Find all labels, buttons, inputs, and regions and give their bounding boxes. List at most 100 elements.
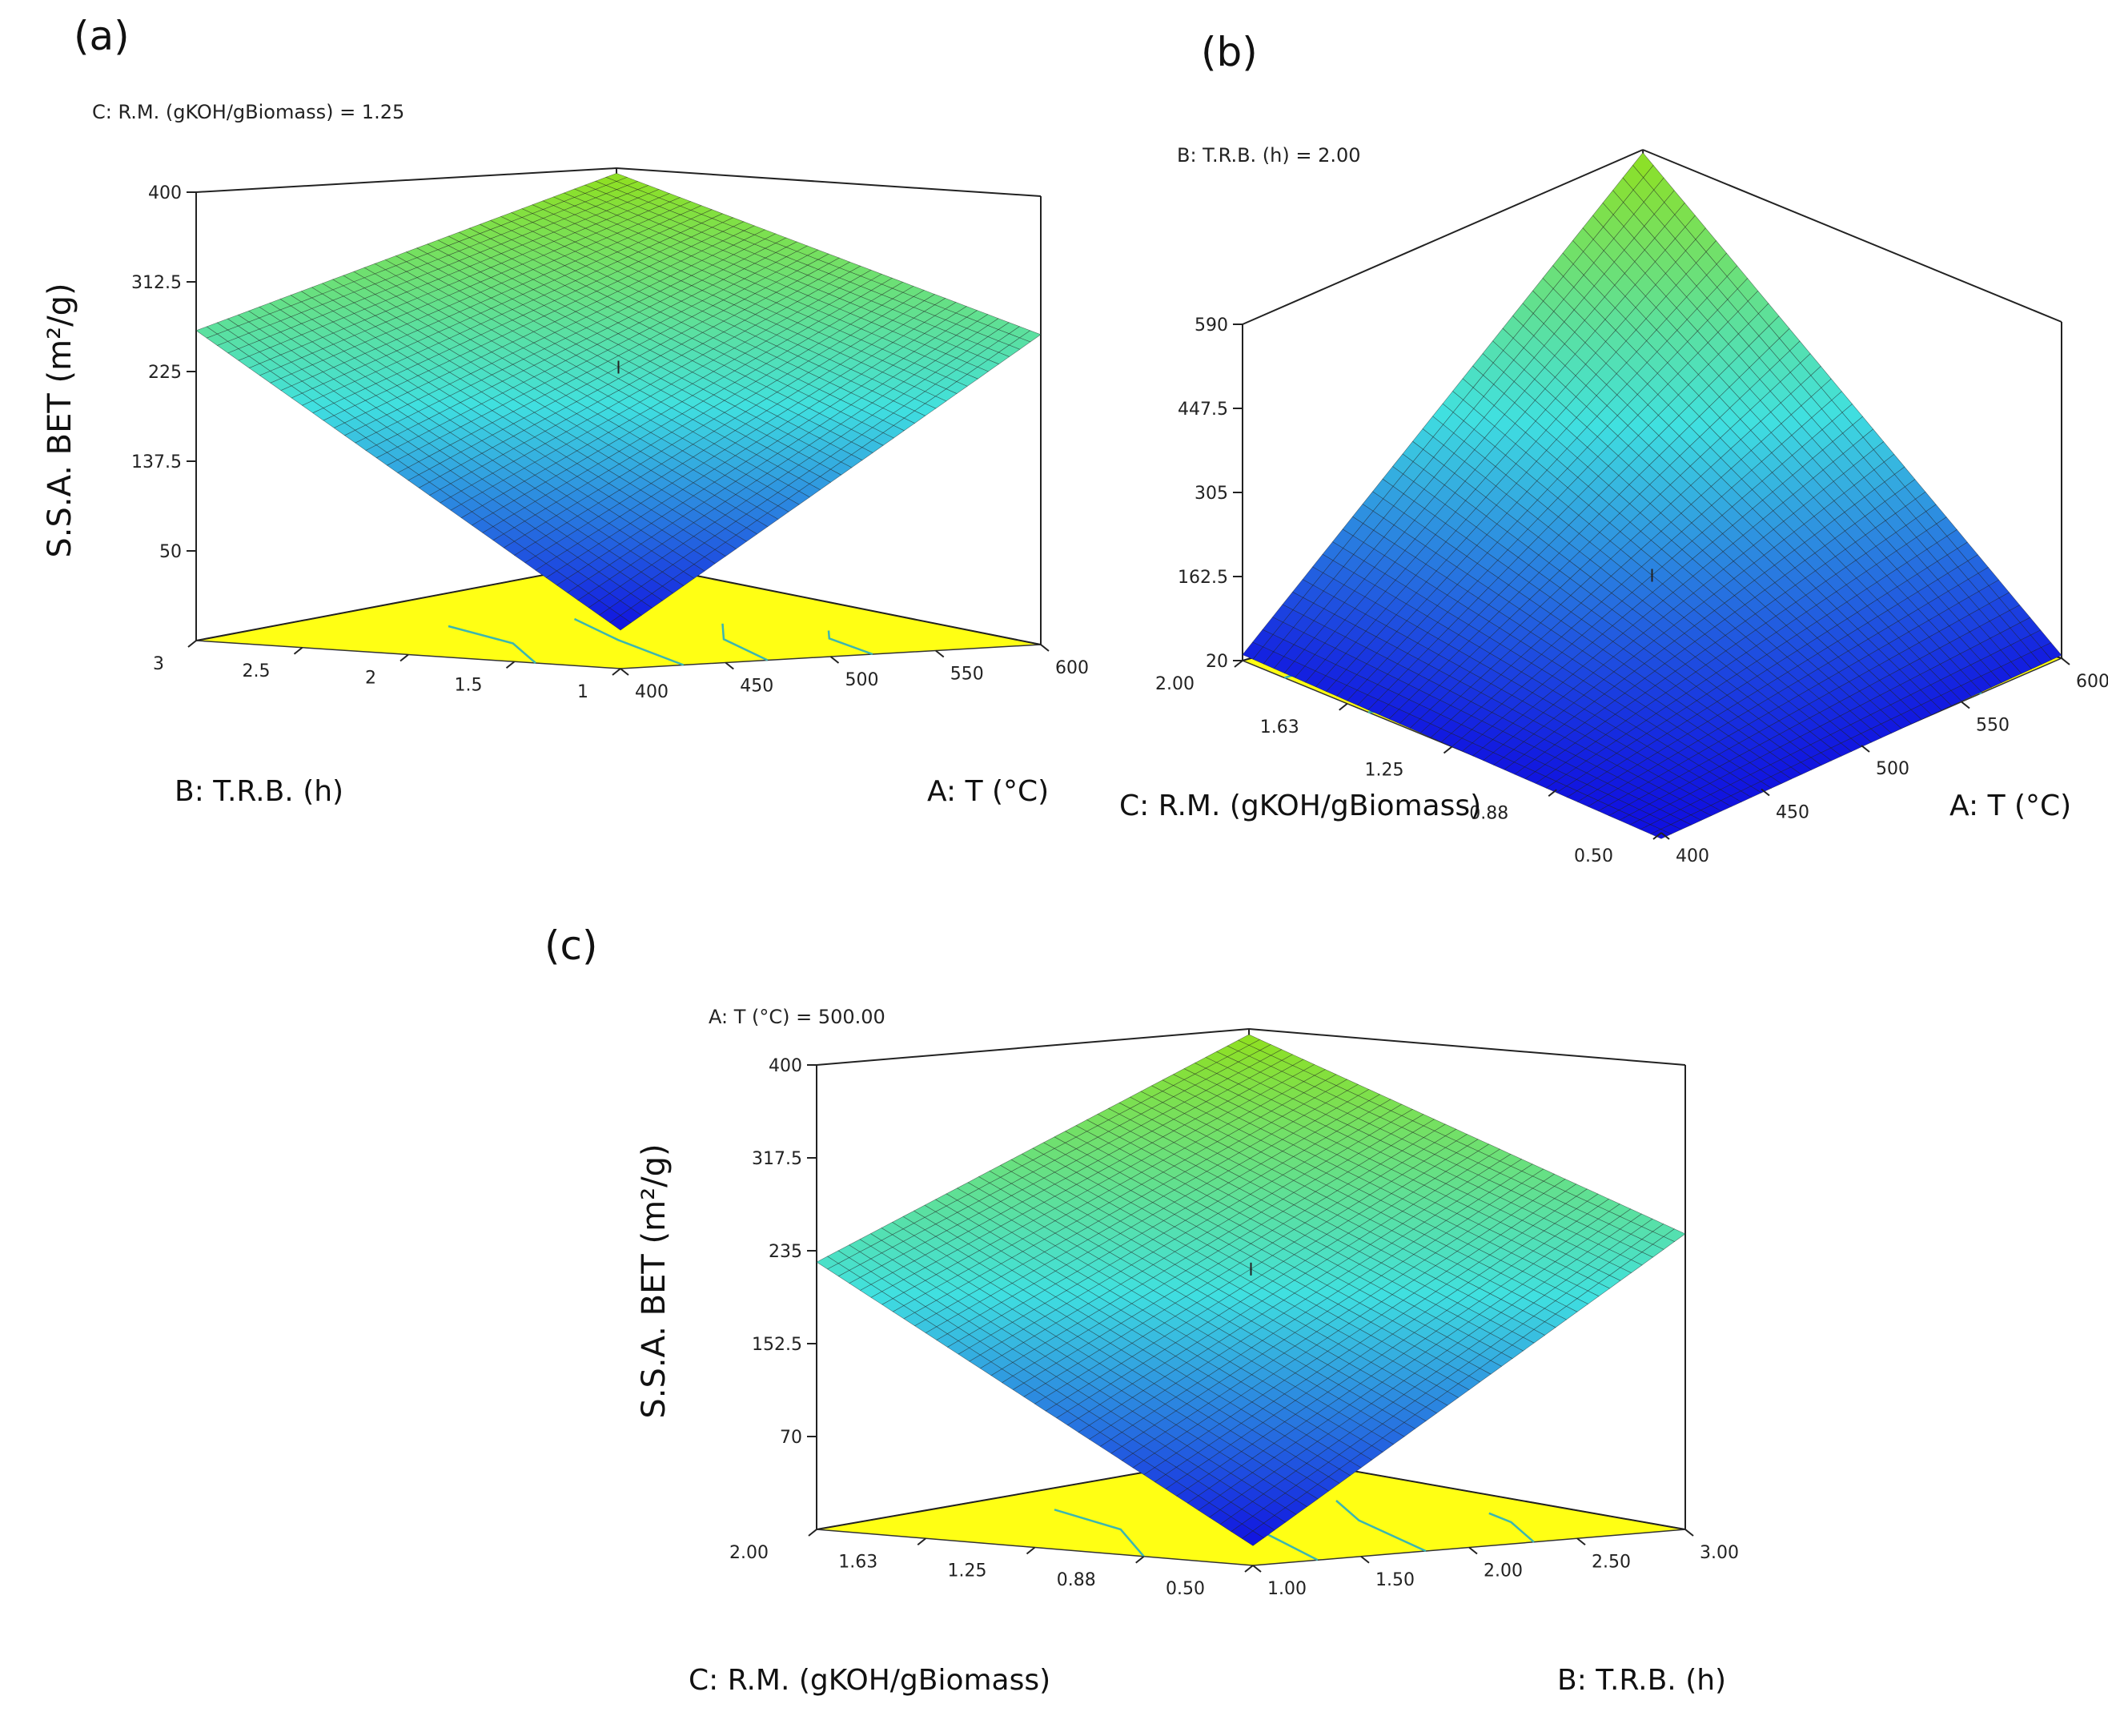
panel-a-x-title: A: T (°C) [927,775,1049,808]
x-tick-mark [1040,644,1050,652]
frame-top-left-edge [195,167,617,193]
y-tick-mark [293,646,303,655]
floor-contour-line [827,630,873,656]
panel-b: (b) B: T.R.B. (h) = 2.00 20 162.5 305 447.5… [1119,29,2108,866]
y-tick-mark [1135,1555,1145,1564]
z-tick-label: 312.5 [131,273,182,293]
z-tick-label: 400 [769,1056,802,1076]
floor-contour-line [573,617,685,666]
y-tick-mark [505,661,516,669]
x-tick-mark [1360,1555,1370,1564]
x-tick-mark [1961,701,1970,709]
panel-c-x-title: B: T.R.B. (h) [1557,1664,1726,1697]
panel-b-x-title: A: T (°C) [1949,790,2071,822]
y-tick-mark [612,668,621,676]
panel-c-y-title: C: R.M. (gKOH/gBiomass) [689,1664,1050,1697]
x-tick-label: 2.50 [1592,1552,1631,1572]
frame-top-right-edge [616,167,1042,197]
y-tick-mark [917,1537,926,1546]
frame-top-left-edge [816,1028,1250,1066]
x-tick-label: 500 [1876,759,1909,779]
panel-a-label: (a) [74,13,130,59]
x-tick-label: 1.00 [1267,1579,1307,1599]
panel-a-fixed-factor: C: R.M. (gKOH/gBiomass) = 1.25 [92,101,404,123]
y-tick-label: 2.5 [243,661,271,681]
panel-c-surface [816,1034,1686,1546]
x-tick-label: 500 [845,670,879,690]
panel-a-ticks: 50 137.5 225 312.5 400 400 450 500 550 600 1 1.5 2 2.… [131,183,1089,702]
panel-c-z-title: S.S.A. BET (m²/g) [636,1143,673,1418]
x-tick-label: 600 [2076,672,2108,692]
x-tick-label: 1.50 [1375,1570,1415,1590]
panel-a: (a) C: R.M. (gKOH/gBiomass) = 1.25 50 137… [42,13,1089,808]
y-tick-label: 2 [365,669,376,689]
y-tick-mark [187,640,197,648]
y-tick-label: 1.63 [838,1552,877,1572]
x-tick-mark [2061,657,2070,665]
y-tick-mark [400,653,409,662]
frame-top-left-edge [1242,149,1644,325]
z-tick-label: 137.5 [131,452,182,472]
x-tick-label: 3.00 [1700,1543,1739,1563]
frame-top-right-edge [1642,149,2062,323]
y-tick-label: 0.50 [1166,1579,1205,1599]
panel-c: (c) A: T (°C) = 500.00 70 152.5 235 317.5 40… [544,922,1739,1697]
y-tick-mark [1339,702,1348,711]
z-tick-label: 225 [148,363,182,383]
z-tick-label: 20 [1206,652,1228,672]
y-tick-label: 1 [577,682,588,702]
y-tick-label: 1.25 [1365,761,1404,781]
x-tick-label: 450 [740,677,773,697]
y-tick-label: 2.00 [1155,674,1195,694]
x-tick-mark [829,656,840,664]
surface-cell [609,615,632,631]
z-tick-label: 162.5 [1178,568,1228,588]
panel-b-y-title: C: R.M. (gKOH/gBiomass) [1119,790,1481,822]
y-tick-label: 1.25 [948,1561,987,1581]
x-tick-mark [1576,1537,1586,1546]
x-tick-mark [620,668,629,676]
panel-a-surface [195,173,1042,631]
y-tick-label: 0.88 [1057,1570,1096,1590]
panel-b-surface [1242,152,2062,839]
z-tick-label: 400 [148,183,182,203]
z-tick-label: 50 [159,542,182,562]
y-tick-mark [1443,745,1453,754]
panel-a-y-title: B: T.R.B. (h) [175,775,343,808]
y-tick-mark [808,1529,817,1537]
z-tick-label: 590 [1195,315,1228,336]
x-tick-label: 550 [950,665,984,685]
floor-contour-line [721,623,769,661]
z-tick-label: 70 [780,1428,802,1448]
x-tick-mark [1468,1546,1478,1555]
z-tick-label: 447.5 [1178,400,1228,420]
x-tick-mark [1252,1565,1262,1573]
panel-c-label: (c) [544,922,598,969]
y-tick-label: 2.00 [729,1543,769,1563]
panel-b-label: (b) [1201,29,1258,75]
x-tick-label: 2.00 [1484,1561,1523,1581]
y-tick-label: 1.63 [1260,717,1299,737]
x-tick-label: 600 [1055,658,1089,678]
y-tick-label: 1.5 [455,675,483,695]
z-tick-label: 152.5 [752,1335,802,1355]
floor-contour-line [448,625,536,664]
x-tick-label: 400 [1676,846,1709,866]
y-tick-label: 3 [153,654,164,674]
x-tick-mark [1684,1529,1694,1537]
x-tick-mark [935,649,945,658]
panel-a-z-title: S.S.A. BET (m²/g) [42,283,78,557]
x-tick-mark [1861,745,1870,753]
panel-c-fixed-factor: A: T (°C) = 500.00 [709,1006,885,1028]
y-tick-label: 0.50 [1574,846,1613,866]
x-tick-label: 550 [1976,716,2010,736]
z-tick-label: 317.5 [752,1149,802,1169]
z-tick-label: 305 [1195,484,1228,504]
x-tick-label: 400 [635,682,669,702]
z-tick-label: 235 [769,1242,802,1262]
x-tick-mark [725,661,734,670]
panel-b-fixed-factor: B: T.R.B. (h) = 2.00 [1177,144,1361,167]
y-tick-mark [1244,1565,1254,1573]
y-tick-mark [1026,1546,1036,1555]
y-tick-mark [1234,660,1243,668]
